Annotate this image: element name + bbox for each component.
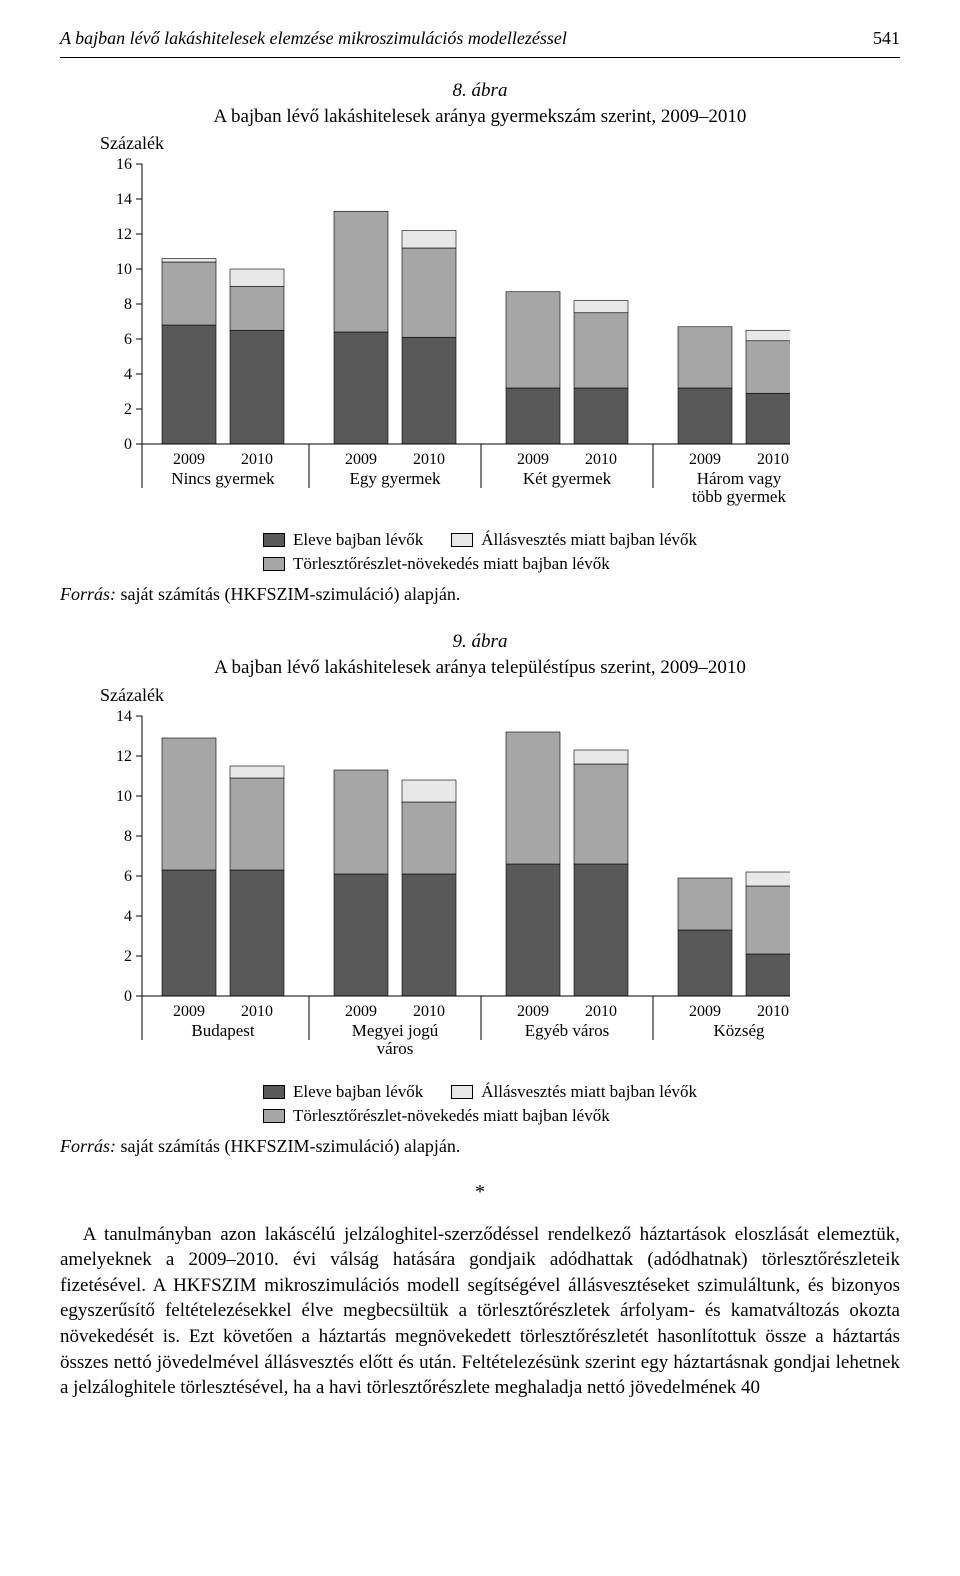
body-paragraph: A tanulmányban azon lakáscélú jelzáloghi… [60,1222,900,1401]
svg-text:10: 10 [116,788,132,805]
legend-item: Törlesztőrészlet-növekedés miatt bajban … [263,554,697,574]
header-title: A bajban lévő lakáshitelesek elemzése mi… [60,28,567,49]
svg-text:2010: 2010 [241,451,273,468]
figure8-caption: 8. ábra A bajban lévő lakáshitelesek ará… [60,78,900,129]
svg-text:2009: 2009 [345,1003,377,1020]
svg-text:14: 14 [116,710,132,725]
legend-item: Állásvesztés miatt bajban lévők [451,530,697,550]
legend-swatch [451,1085,473,1099]
figure8-chart: Százalék 0 2 4 6 8 10 12 14 16 2009 2010 2009 2010 20… [60,133,900,512]
figure9-caption: 9. ábra A bajban lévő lakáshitelesek ará… [60,629,900,680]
legend-swatch [451,533,473,547]
svg-text:Két gyermek: Két gyermek [523,469,612,488]
legend-label: Állásvesztés miatt bajban lévők [481,1082,697,1102]
svg-text:4: 4 [124,908,132,925]
chart1-svg: 0 2 4 6 8 10 12 14 16 2009 2010 2009 2010 2009 2010 200… [100,158,790,512]
page-number: 541 [873,28,900,49]
figure8-number: 8. ábra [60,78,900,104]
legend-label: Eleve bajban lévők [293,530,423,550]
legend-swatch [263,533,285,547]
legend-label: Törlesztőrészlet-növekedés miatt bajban … [293,1106,610,1126]
svg-text:14: 14 [116,191,132,208]
legend-item: Eleve bajban lévők [263,1082,423,1102]
svg-text:6: 6 [124,331,132,348]
svg-text:2010: 2010 [757,1003,789,1020]
figure9-chart: Százalék 0 2 4 6 8 10 12 14 2009 2010 2009 2010 2009… [60,685,900,1064]
figure8-ylabel: Százalék [100,133,900,154]
svg-text:16: 16 [116,158,132,173]
svg-text:8: 8 [124,828,132,845]
svg-text:2010: 2010 [413,451,445,468]
svg-text:2009: 2009 [517,1003,549,1020]
svg-text:2009: 2009 [689,1003,721,1020]
figure9-source: Forrás: saját számítás (HKFSZIM-szimulác… [60,1136,900,1157]
legend-label: Törlesztőrészlet-növekedés miatt bajban … [293,554,610,574]
figure9-title: A bajban lévő lakáshitelesek aránya tele… [214,657,746,678]
chart2-svg: 0 2 4 6 8 10 12 14 2009 2010 2009 2010 2009 2010 2009 2… [100,710,790,1064]
legend-swatch [263,557,285,571]
svg-text:Három vagy: Három vagy [697,469,782,488]
svg-text:2009: 2009 [173,451,205,468]
svg-text:2009: 2009 [517,451,549,468]
legend-swatch [263,1085,285,1099]
svg-text:Egyéb város: Egyéb város [525,1021,610,1040]
svg-text:2009: 2009 [173,1003,205,1020]
legend-item: Eleve bajban lévők [263,530,423,550]
svg-text:4: 4 [124,366,132,383]
svg-text:10: 10 [116,261,132,278]
svg-text:2010: 2010 [241,1003,273,1020]
svg-text:2010: 2010 [585,451,617,468]
svg-text:Egy gyermek: Egy gyermek [349,469,441,488]
svg-text:több gyermek: több gyermek [692,487,786,506]
svg-text:2010: 2010 [413,1003,445,1020]
svg-text:0: 0 [124,436,132,453]
svg-text:2: 2 [124,401,132,418]
figure9-number: 9. ábra [60,629,900,655]
svg-text:8: 8 [124,296,132,313]
running-header: A bajban lévő lakáshitelesek elemzése mi… [60,0,900,58]
legend1: Eleve bajban lévők Állásvesztés miatt baj… [60,530,900,574]
svg-text:2010: 2010 [585,1003,617,1020]
svg-text:Nincs gyermek: Nincs gyermek [171,469,275,488]
svg-text:12: 12 [116,226,132,243]
svg-text:0: 0 [124,988,132,1005]
separator: * [60,1181,900,1204]
svg-text:Község: Község [714,1021,765,1040]
legend2: Eleve bajban lévők Állásvesztés miatt baj… [60,1082,900,1126]
legend-swatch [263,1109,285,1123]
legend-label: Eleve bajban lévők [293,1082,423,1102]
svg-text:2: 2 [124,948,132,965]
svg-text:város: város [377,1039,414,1058]
figure9-ylabel: Százalék [100,685,900,706]
svg-text:2009: 2009 [345,451,377,468]
svg-text:2009: 2009 [689,451,721,468]
svg-text:Budapest: Budapest [191,1021,255,1040]
svg-text:Megyei jogú: Megyei jogú [352,1021,439,1040]
legend-label: Állásvesztés miatt bajban lévők [481,530,697,550]
svg-text:6: 6 [124,868,132,885]
figure8-source: Forrás: saját számítás (HKFSZIM-szimulác… [60,584,900,605]
svg-text:2010: 2010 [757,451,789,468]
figure8-title: A bajban lévő lakáshitelesek aránya gyer… [214,106,747,127]
legend-item: Törlesztőrészlet-növekedés miatt bajban … [263,1106,697,1126]
svg-text:12: 12 [116,748,132,765]
legend-item: Állásvesztés miatt bajban lévők [451,1082,697,1102]
